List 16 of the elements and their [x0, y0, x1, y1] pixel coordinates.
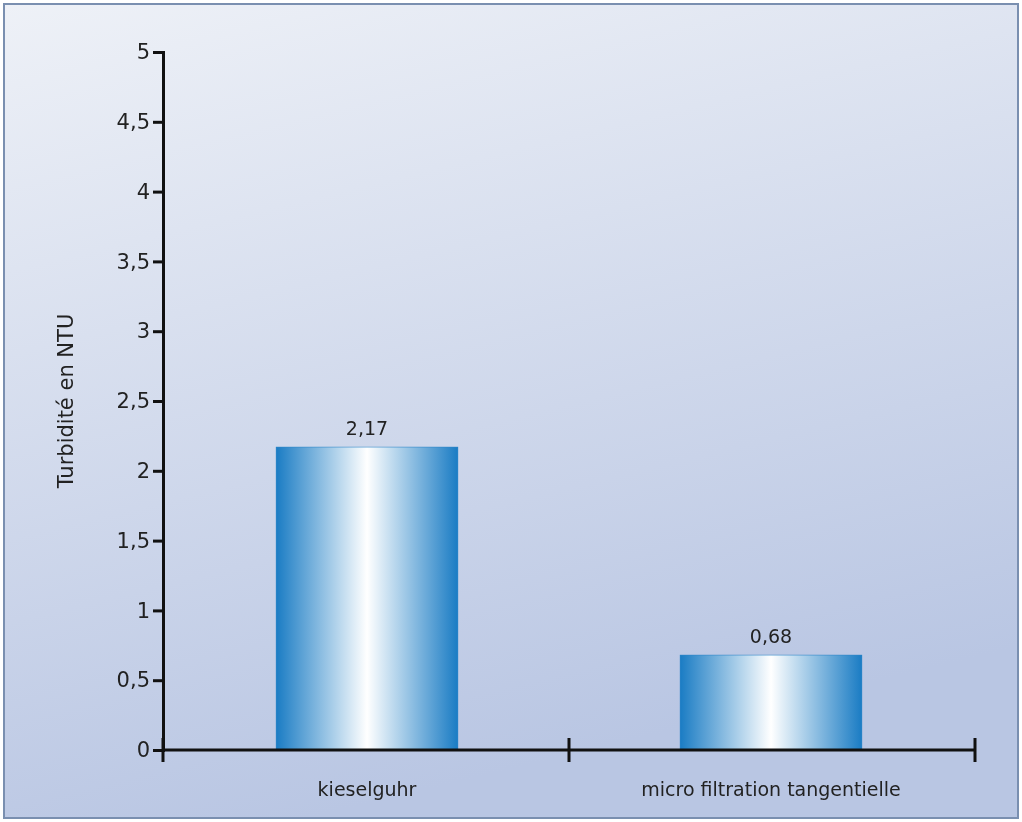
y-tick-label: 3,5 [116, 249, 150, 274]
y-tick-label: 2,5 [116, 389, 150, 414]
y-tick-label: 2 [136, 459, 150, 484]
y-tick-label: 1,5 [116, 528, 150, 553]
y-axis-title: Turbidité en NTU [54, 313, 78, 490]
y-tick-label: 5 [136, 40, 150, 65]
y-tick-label: 4,5 [116, 110, 150, 135]
data-label: 0,68 [749, 625, 793, 648]
y-tick-label: 4 [136, 179, 150, 204]
y-tick-label: 0 [136, 738, 150, 763]
x-tick-label: micro filtration tangentielle [641, 778, 901, 800]
y-tick-label: 0,5 [116, 668, 150, 693]
y-tick-label: 3 [136, 319, 150, 344]
y-tick-label: 1 [136, 598, 150, 623]
data-label: 2,17 [345, 417, 389, 440]
x-tick-label: kieselguhr [317, 778, 417, 800]
